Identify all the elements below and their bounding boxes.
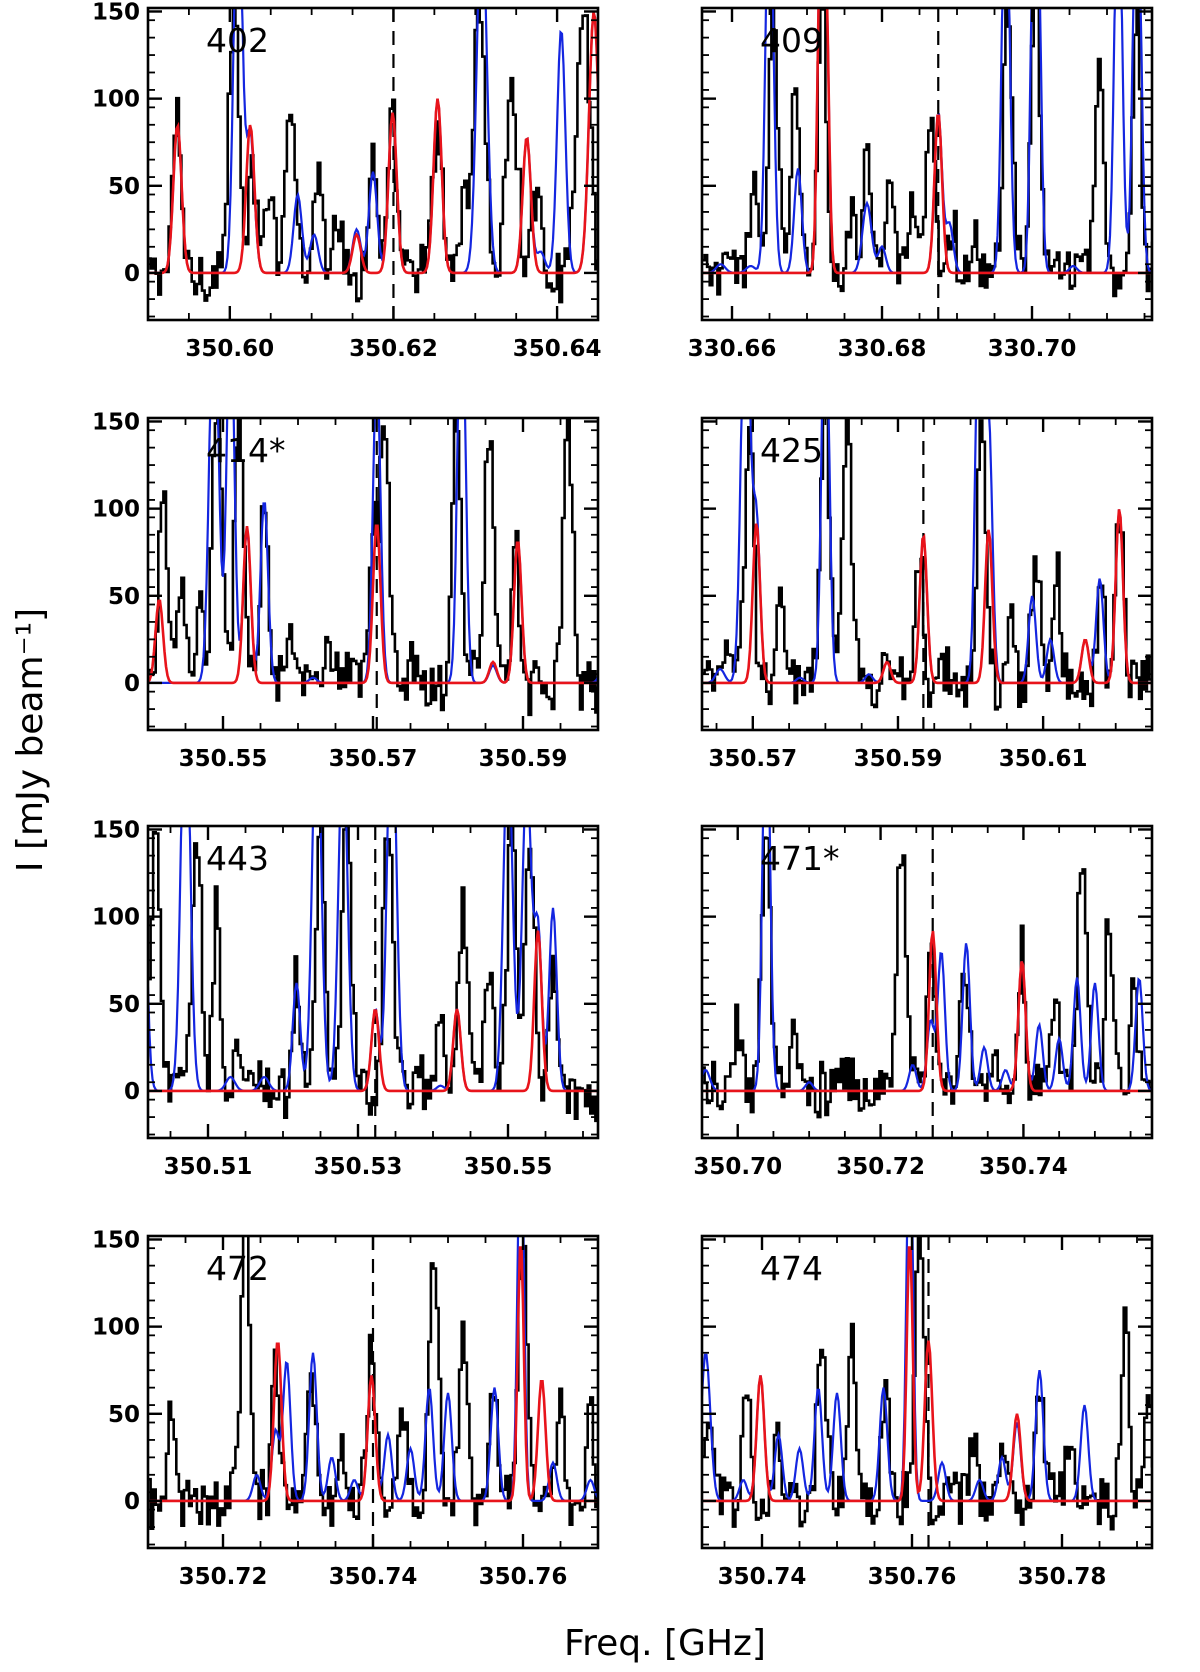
target-model-spectrum — [702, 930, 1152, 1093]
panel-id-label: 443 — [206, 839, 269, 878]
plot-area — [148, 1236, 598, 1548]
spectrum-panel-7: 0 50 100 150 350.72 350.74 350.76 472 — [92, 1227, 600, 1590]
observed-spectrum — [148, 826, 598, 1123]
x-tick-label: 350.60 — [185, 336, 274, 362]
observed-spectrum — [702, 1236, 1152, 1531]
target-model-spectrum — [702, 1246, 1152, 1503]
x-tick-label: 350.59 — [854, 746, 943, 772]
panel-id-label: 474 — [760, 1249, 823, 1288]
y-tick-label: 150 — [92, 1227, 140, 1253]
spectrum-panel-1: 0 50 100 150 350.60 350.62 350.64 402 — [92, 0, 601, 362]
spectrum-panel-3: 0 50 100 150 350.55 350.57 350.59 414* — [92, 409, 600, 772]
observed-spectrum — [702, 8, 1152, 298]
x-tick-label: 350.64 — [513, 336, 602, 362]
plot-area — [702, 1236, 1152, 1548]
panel-frame — [700, 6, 1154, 322]
x-tick-label: 350.62 — [349, 336, 438, 362]
x-tick-label: 330.68 — [838, 336, 927, 362]
x-tick-label: 350.55 — [179, 746, 268, 772]
panel-frame — [146, 6, 600, 322]
spectrum-panel-8: 350.74 350.76 350.78 474 — [700, 1234, 1154, 1590]
observed-spectrum — [702, 836, 1152, 1119]
y-tick-label: 50 — [108, 992, 140, 1018]
x-tick-label: 350.57 — [329, 746, 418, 772]
x-tick-label: 350.78 — [1018, 1564, 1107, 1590]
panel-frame — [700, 416, 1154, 732]
x-tick-label: 350.59 — [479, 746, 568, 772]
y-tick-label: 50 — [108, 584, 140, 610]
target-model-spectrum — [702, 509, 1152, 685]
x-tick-label: 350.74 — [718, 1564, 807, 1590]
spectrum-panel-5: 0 50 100 150 350.51 350.53 350.55 443 — [92, 817, 600, 1180]
panel-id-label: 425 — [760, 431, 823, 470]
y-axis-title: I [mJy beam⁻¹] — [10, 608, 51, 872]
y-tick-label: 150 — [92, 817, 140, 843]
panel-frame — [700, 1234, 1154, 1550]
observed-spectrum — [702, 418, 1152, 711]
panel-id-label: 471* — [760, 839, 840, 878]
x-tick-label: 350.74 — [329, 1564, 418, 1590]
target-model-spectrum — [148, 524, 598, 685]
target-model-spectrum — [702, 8, 1152, 275]
x-axis-title: Freq. [GHz] — [564, 1623, 766, 1664]
x-tick-label: 350.70 — [693, 1154, 782, 1180]
panel-id-label: 414* — [206, 431, 286, 470]
panel-id-label: 409 — [760, 21, 823, 60]
plot-area — [148, 8, 598, 320]
full-model-spectrum — [702, 1236, 1152, 1502]
plot-area — [702, 8, 1152, 320]
target-model-spectrum — [148, 1246, 598, 1503]
y-tick-label: 100 — [92, 497, 140, 523]
target-model-spectrum — [148, 930, 598, 1093]
x-tick-label: 350.55 — [464, 1154, 553, 1180]
panel-id-label: 472 — [206, 1249, 269, 1288]
x-tick-label: 350.57 — [708, 746, 797, 772]
y-tick-label: 100 — [92, 905, 140, 931]
y-tick-label: 0 — [124, 1079, 140, 1105]
x-tick-label: 350.76 — [868, 1564, 957, 1590]
x-tick-label: 330.66 — [688, 336, 777, 362]
target-model-spectrum — [148, 12, 598, 275]
x-tick-label: 350.51 — [164, 1154, 253, 1180]
y-tick-label: 0 — [124, 1489, 140, 1515]
x-tick-label: 330.70 — [988, 336, 1077, 362]
spectrum-panel-2: 330.66 330.68 330.70 409 — [688, 6, 1154, 362]
plot-area — [702, 418, 1152, 730]
plot-area — [148, 826, 598, 1138]
spectrum-panel-4: 350.57 350.59 350.61 425 — [700, 416, 1154, 772]
y-tick-label: 50 — [108, 174, 140, 200]
panel-frame — [146, 824, 600, 1140]
panel-id-label: 402 — [206, 21, 269, 60]
x-tick-label: 350.76 — [479, 1564, 568, 1590]
x-tick-label: 350.53 — [314, 1154, 403, 1180]
observed-spectrum — [148, 8, 598, 304]
y-tick-label: 150 — [92, 409, 140, 435]
y-tick-label: 0 — [124, 671, 140, 697]
x-tick-label: 350.74 — [979, 1154, 1068, 1180]
x-tick-label: 350.72 — [836, 1154, 925, 1180]
y-tick-label: 150 — [92, 0, 140, 25]
y-tick-label: 100 — [92, 87, 140, 113]
plot-area — [702, 826, 1152, 1138]
y-tick-label: 0 — [124, 261, 140, 287]
x-tick-label: 350.61 — [999, 746, 1088, 772]
panel-frame — [700, 824, 1154, 1140]
y-tick-label: 50 — [108, 1402, 140, 1428]
y-tick-label: 100 — [92, 1315, 140, 1341]
spectrum-panel-6: 350.70 350.72 350.74 471* — [693, 824, 1154, 1180]
x-tick-label: 350.72 — [179, 1564, 268, 1590]
plot-area — [148, 418, 598, 730]
